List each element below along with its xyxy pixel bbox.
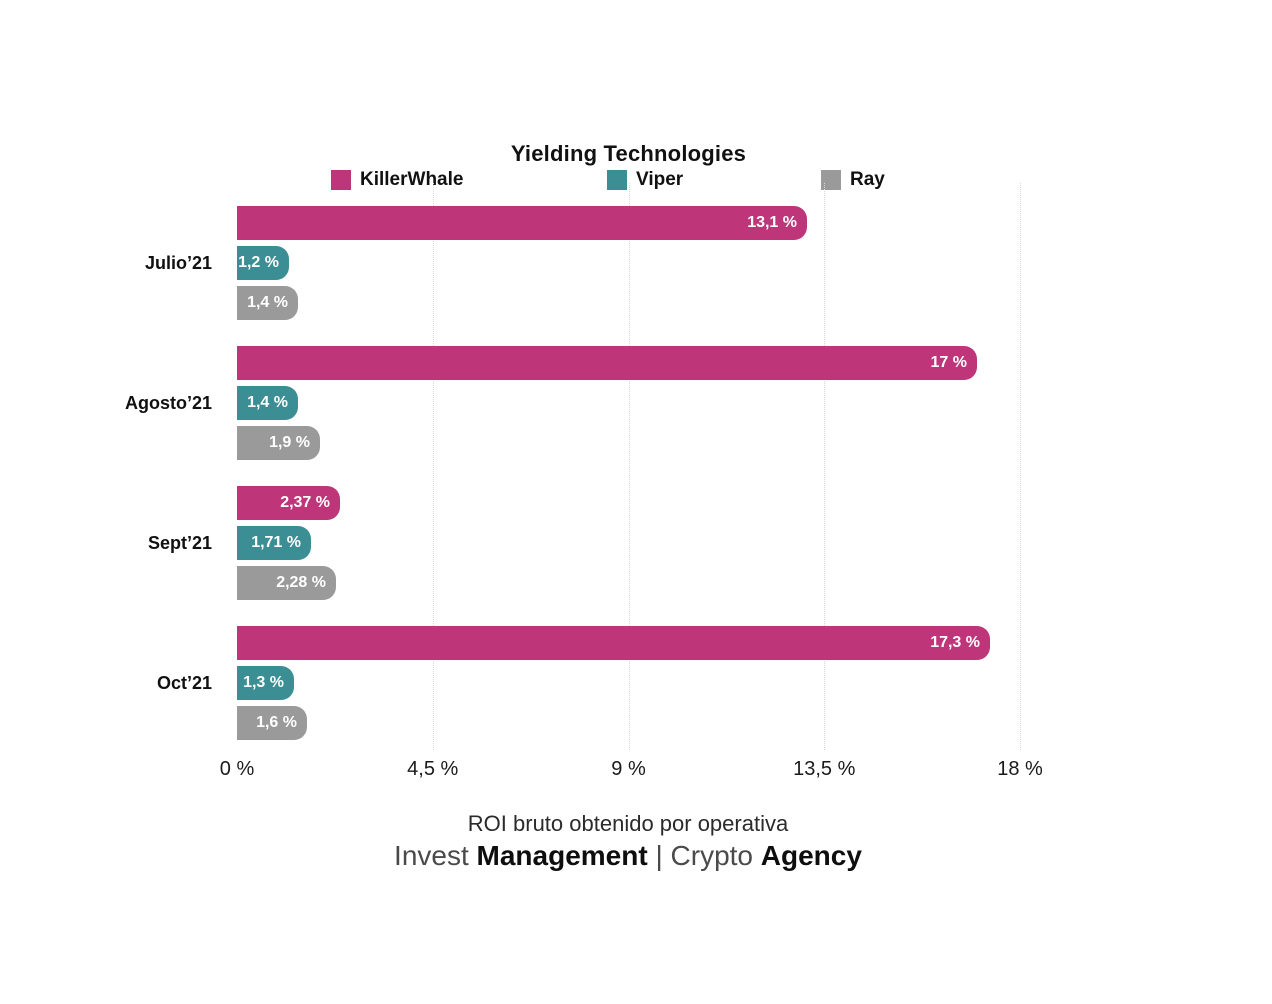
brand-segment: Agency: [760, 840, 862, 871]
gridline: [824, 183, 826, 750]
brand-segment: Invest: [394, 840, 477, 871]
bar-value-label: 1,3 %: [243, 674, 284, 691]
bar-viper[interactable]: 1,3 %: [237, 666, 294, 700]
legend-swatch-icon: [821, 170, 841, 190]
bar-killerwhale[interactable]: 13,1 %: [237, 206, 807, 240]
legend-item-viper[interactable]: Viper: [607, 169, 683, 191]
x-tick-label: 0 %: [219, 758, 255, 780]
brand-segment: Management: [476, 840, 648, 871]
legend-swatch-icon: [607, 170, 627, 190]
bar-value-label: 1,9 %: [269, 434, 310, 451]
bar-value-label: 1,6 %: [256, 714, 297, 731]
bar-viper[interactable]: 1,2 %: [237, 246, 289, 280]
gridline: [1020, 183, 1021, 750]
x-tick-label: 4,5 %: [407, 758, 459, 780]
bar-killerwhale[interactable]: 17 %: [237, 346, 977, 380]
bar-value-label: 2,28 %: [276, 574, 326, 591]
gridline: [628, 183, 630, 750]
brand-line: Invest Management | Crypto Agency: [0, 840, 1256, 872]
bar-value-label: 17,3 %: [930, 634, 980, 651]
bar-killerwhale[interactable]: 17,3 %: [237, 626, 990, 660]
legend-item-killerwhale[interactable]: KillerWhale: [331, 169, 463, 191]
legend-label: Viper: [636, 169, 684, 190]
legend-label: KillerWhale: [360, 169, 464, 190]
gridline: [432, 183, 434, 750]
bar-value-label: 1,4 %: [247, 294, 288, 311]
bar-value-label: 17 %: [930, 354, 967, 371]
bar-viper[interactable]: 1,4 %: [237, 386, 298, 420]
x-tick-label: 18 %: [997, 758, 1043, 780]
bar-value-label: 1,4 %: [247, 394, 288, 411]
category-label: Oct’21: [156, 673, 212, 693]
x-tick-label: 13,5 %: [793, 758, 856, 780]
legend-swatch-icon: [331, 170, 351, 190]
bar-viper[interactable]: 1,71 %: [237, 526, 311, 560]
bar-value-label: 1,71 %: [251, 534, 301, 551]
bar-ray[interactable]: 1,4 %: [237, 286, 298, 320]
brand-segment: |: [647, 840, 671, 871]
bar-value-label: 1,2 %: [238, 254, 279, 271]
bar-ray[interactable]: 2,28 %: [237, 566, 336, 600]
category-label: Agosto’21: [124, 393, 212, 413]
bar-killerwhale[interactable]: 2,37 %: [237, 486, 340, 520]
x-tick-label: 9 %: [611, 758, 646, 780]
legend-label: Ray: [850, 169, 885, 190]
bar-value-label: 2,37 %: [280, 494, 330, 511]
bar-value-label: 13,1 %: [747, 214, 797, 231]
chart-title: Yielding Technologies: [510, 141, 747, 166]
bar-ray[interactable]: 1,6 %: [237, 706, 307, 740]
brand-segment: Crypto: [670, 840, 761, 871]
legend-item-ray[interactable]: Ray: [821, 169, 885, 191]
axis-caption: ROI bruto obtenido por operativa: [467, 811, 789, 836]
category-label: Julio’21: [144, 253, 212, 273]
category-label: Sept’21: [147, 533, 212, 553]
bar-ray[interactable]: 1,9 %: [237, 426, 320, 460]
